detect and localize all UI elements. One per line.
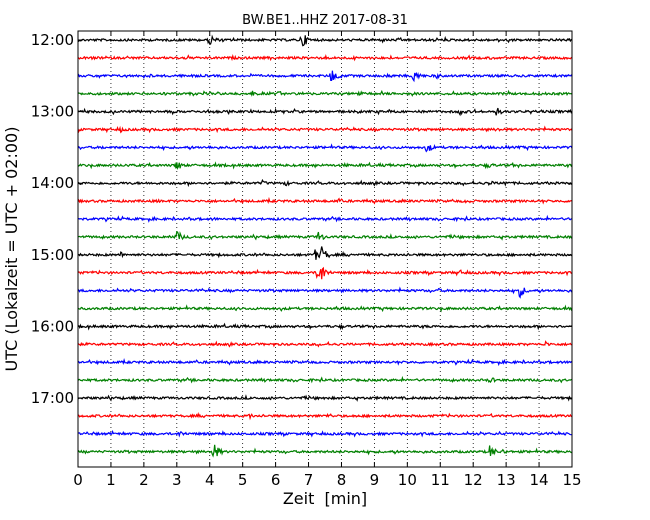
trace-1530 (77, 286, 573, 299)
trace-1645 (77, 375, 573, 384)
trace-1500 (77, 246, 573, 260)
trace-1430 (77, 214, 573, 223)
y-tick-label: 12:00 (31, 31, 74, 49)
x-tick-label: 7 (304, 471, 314, 489)
grid-lines (110, 31, 540, 467)
y-tick-label: 17:00 (31, 389, 74, 407)
x-tick-label: 13 (497, 471, 516, 489)
x-tick-label: 12 (464, 471, 483, 489)
trace-1200 (77, 34, 573, 47)
trace-1630 (77, 357, 573, 367)
trace-1445 (77, 230, 573, 241)
trace-1315 (77, 125, 573, 134)
trace-1345 (77, 161, 573, 171)
chart-title: BW.BE1..HHZ 2017-08-31 (242, 13, 408, 28)
trace-1330 (77, 143, 573, 153)
trace-1715 (77, 412, 573, 421)
trace-1600 (77, 322, 573, 331)
y-tick-label: 16:00 (31, 317, 74, 335)
x-tick-label: 4 (205, 471, 215, 489)
trace-1415 (77, 196, 573, 205)
x-tick-label: 14 (530, 471, 549, 489)
x-tick-label: 3 (172, 471, 182, 489)
x-tick-label: 8 (337, 471, 347, 489)
x-tick-label: 10 (398, 471, 417, 489)
y-tick-label: 14:00 (31, 174, 74, 192)
x-tick-label: 11 (431, 471, 450, 489)
trace-1545 (77, 304, 573, 313)
trace-1215 (77, 53, 573, 62)
trace-1400 (77, 178, 573, 188)
x-tick-label: 9 (370, 471, 380, 489)
trace-lines (77, 34, 573, 458)
axis-ticks: 0 1 2 3 4 5 6 7 8 9 10 11 12 13 14 1512:0013:0014:0015:… (31, 31, 582, 489)
y-tick-label: 13:00 (31, 103, 74, 121)
x-tick-label: 0 (73, 471, 83, 489)
trace-1245 (77, 89, 573, 97)
x-tick-label: 5 (238, 471, 248, 489)
x-tick-label: 15 (562, 471, 581, 489)
plot-frame (77, 30, 573, 468)
trace-1730 (77, 429, 573, 438)
trace-1300 (77, 107, 573, 117)
trace-1745 (77, 444, 573, 458)
trace-1700 (77, 394, 573, 402)
trace-1515 (77, 266, 573, 280)
x-tick-label: 1 (106, 471, 116, 489)
trace-1615 (77, 340, 573, 348)
y-axis-label: UTC (Lokalzeit = UTC + 02:00) (2, 127, 21, 372)
y-tick-label: 15:00 (31, 246, 74, 264)
trace-1230 (77, 70, 573, 83)
x-tick-label: 6 (271, 471, 281, 489)
x-tick-label: 2 (139, 471, 149, 489)
x-axis-label: Zeit [min] (283, 489, 367, 508)
